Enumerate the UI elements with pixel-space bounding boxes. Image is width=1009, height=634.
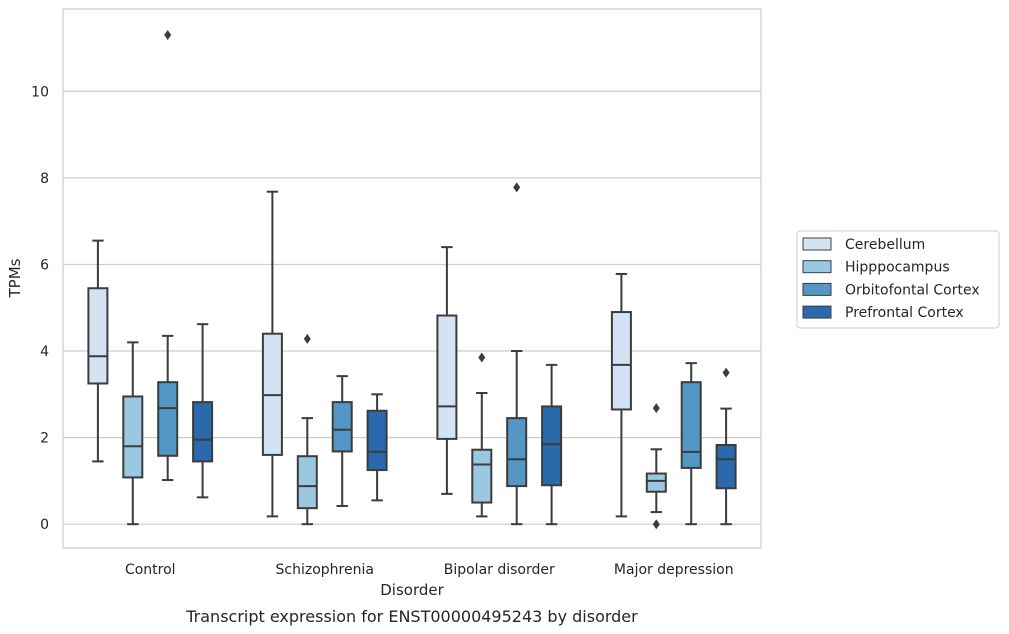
iqr-box bbox=[296, 455, 318, 510]
iqr-box bbox=[610, 311, 632, 411]
box-1-2 bbox=[331, 375, 353, 508]
outlier-point bbox=[652, 403, 660, 414]
box-1-0 bbox=[261, 190, 283, 518]
legend: Cerebellum Hipppocampus Orbitofontal Corte… bbox=[796, 230, 1000, 329]
iqr-box bbox=[157, 381, 179, 457]
iqr-box bbox=[645, 472, 667, 493]
box-0-2 bbox=[157, 29, 179, 482]
legend-swatch bbox=[802, 260, 832, 274]
y-tick-label: 6 bbox=[40, 257, 49, 273]
plot-frame bbox=[62, 8, 762, 549]
box-3-0 bbox=[610, 272, 632, 518]
iqr-box bbox=[122, 395, 144, 479]
gridlines bbox=[63, 90, 761, 525]
chart-caption: Transcript expression for ENST0000049524… bbox=[185, 607, 638, 626]
x-tick-label: Bipolar disorder bbox=[444, 562, 555, 578]
iqr-box bbox=[366, 409, 388, 472]
iqr-box bbox=[471, 448, 493, 504]
y-tick-label: 2 bbox=[40, 431, 49, 447]
y-axis-label: TPMs bbox=[6, 258, 24, 298]
x-tick-label: Schizophrenia bbox=[276, 562, 374, 578]
y-tick-label: 0 bbox=[40, 517, 49, 533]
outlier-point bbox=[303, 333, 311, 344]
x-tick-label: Major depression bbox=[614, 562, 734, 578]
y-tick-label: 10 bbox=[31, 84, 49, 100]
box-2-1 bbox=[471, 352, 493, 518]
outlier-point bbox=[722, 367, 730, 378]
iqr-box bbox=[715, 443, 737, 490]
box-1-1 bbox=[296, 333, 318, 526]
outlier-point bbox=[478, 352, 486, 363]
box-2-0 bbox=[436, 246, 458, 495]
iqr-box bbox=[192, 401, 214, 463]
box-plot-marks bbox=[87, 29, 737, 530]
box-0-1 bbox=[122, 341, 144, 526]
iqr-box bbox=[506, 417, 528, 488]
x-axis-label: Disorder bbox=[380, 581, 444, 599]
box-3-3 bbox=[715, 367, 737, 526]
legend-swatch bbox=[802, 305, 832, 319]
legend-swatch bbox=[802, 237, 832, 251]
iqr-box bbox=[680, 381, 702, 469]
legend-frame bbox=[796, 230, 1000, 329]
box-1-3 bbox=[366, 393, 388, 502]
outlier-point bbox=[513, 182, 521, 193]
box-2-3 bbox=[541, 363, 563, 526]
box-3-2 bbox=[680, 362, 702, 526]
iqr-box bbox=[541, 405, 563, 487]
box-3-1 bbox=[645, 403, 667, 530]
legend-swatch bbox=[802, 282, 832, 296]
box-0-0 bbox=[87, 239, 109, 463]
outlier-point bbox=[164, 29, 172, 40]
box-2-2 bbox=[506, 182, 528, 526]
iqr-box bbox=[331, 401, 353, 453]
legend-entry: Hipppocampus bbox=[845, 260, 950, 276]
legend-entry: Cerebellum bbox=[845, 237, 925, 253]
y-tick-label: 4 bbox=[40, 344, 49, 360]
box-0-3 bbox=[192, 323, 214, 499]
legend-entry: Prefrontal Cortex bbox=[845, 305, 964, 321]
outlier-point bbox=[652, 519, 660, 530]
x-tick-label: Control bbox=[125, 562, 176, 578]
iqr-box bbox=[436, 314, 458, 440]
y-axis-ticks: 0 2 4 6 8 10 bbox=[31, 84, 49, 533]
iqr-box bbox=[87, 287, 109, 385]
x-axis-ticks: Control Schizophrenia Bipolar disorder Majo… bbox=[125, 562, 734, 578]
legend-entry: Orbitofontal Cortex bbox=[845, 282, 980, 298]
y-tick-label: 8 bbox=[40, 171, 49, 187]
